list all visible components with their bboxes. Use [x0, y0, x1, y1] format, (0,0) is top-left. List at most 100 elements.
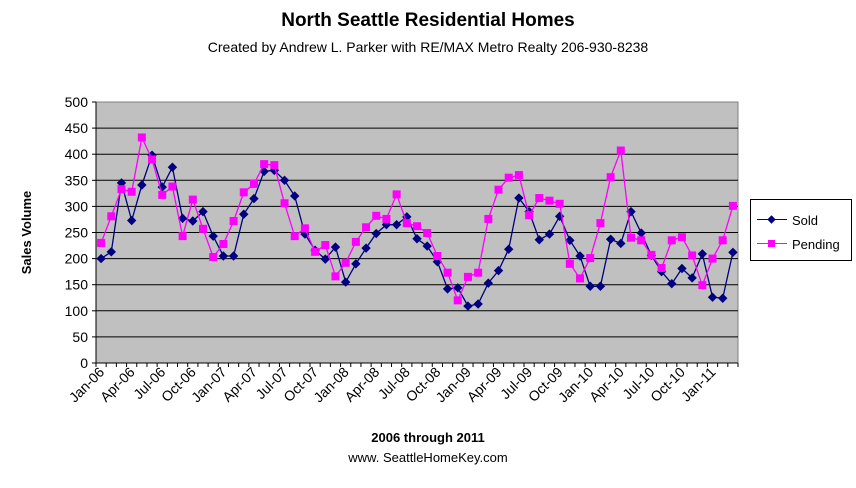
- data-point-sold: [412, 234, 422, 244]
- data-point-pending: [545, 196, 554, 205]
- data-point-sold: [483, 278, 494, 288]
- y-axis-label: Sales Volume: [19, 191, 34, 275]
- data-point-pending: [535, 194, 544, 203]
- data-point-pending: [647, 250, 656, 259]
- data-point-pending: [677, 233, 686, 242]
- data-point-sold: [493, 265, 504, 276]
- data-point-pending: [667, 236, 676, 245]
- y-tick-label: 250: [65, 225, 89, 241]
- data-point-pending: [657, 263, 666, 272]
- data-point-pending: [362, 223, 371, 232]
- data-point-pending: [698, 281, 707, 290]
- data-point-pending: [514, 171, 523, 180]
- data-point-pending: [260, 160, 269, 169]
- data-point-pending: [300, 224, 309, 233]
- chart-subtitle: Created by Andrew L. Parker with RE/MAX …: [207, 39, 649, 55]
- data-point-sold: [188, 216, 198, 226]
- data-point-pending: [525, 211, 534, 220]
- data-point-sold: [228, 251, 239, 261]
- data-point-sold: [279, 175, 290, 186]
- data-point-sold: [534, 235, 544, 245]
- y-tick-label: 200: [65, 251, 89, 267]
- data-point-pending: [178, 232, 187, 241]
- data-point-sold: [463, 301, 473, 311]
- legend-label-pending: Pending: [792, 236, 840, 252]
- data-point-sold: [616, 238, 626, 249]
- data-point-pending: [229, 217, 238, 226]
- data-point-pending: [504, 173, 513, 182]
- data-point-pending: [148, 155, 157, 164]
- data-point-pending: [596, 219, 605, 228]
- x-tick-label: Apr-10: [586, 364, 627, 405]
- data-point-sold: [687, 273, 697, 283]
- data-point-pending: [209, 253, 218, 262]
- data-point-pending: [586, 254, 595, 263]
- data-point-pending: [728, 201, 737, 210]
- data-point-pending: [565, 259, 574, 268]
- data-point-sold: [718, 293, 728, 303]
- data-point-pending: [443, 268, 452, 277]
- data-point-sold: [177, 213, 188, 224]
- data-point-sold: [707, 292, 718, 302]
- data-point-sold: [340, 277, 351, 287]
- data-point-pending: [637, 236, 646, 245]
- data-point-pending: [484, 214, 493, 223]
- y-tick-label: 100: [65, 303, 89, 319]
- x-tick-label: Jan-11: [678, 364, 719, 405]
- data-point-pending: [392, 190, 401, 199]
- x-tick-label: Apr-07: [219, 364, 260, 405]
- data-point-sold: [198, 206, 208, 217]
- data-point-pending: [718, 236, 727, 245]
- data-point-sold: [677, 263, 687, 274]
- data-point-pending: [137, 133, 146, 142]
- data-point-pending: [627, 233, 635, 242]
- data-point-sold: [575, 251, 585, 261]
- y-tick-label: 150: [65, 277, 89, 293]
- data-point-sold: [330, 242, 341, 252]
- data-point-sold: [514, 193, 524, 203]
- data-point-pending: [168, 182, 177, 191]
- data-point-sold: [290, 191, 300, 201]
- data-point-pending: [413, 222, 421, 231]
- data-point-sold: [218, 251, 229, 261]
- data-point-sold: [585, 281, 595, 291]
- data-point-pending: [311, 247, 320, 256]
- data-point-pending: [290, 232, 299, 241]
- data-point-pending: [708, 254, 717, 263]
- data-point-pending: [270, 161, 279, 170]
- data-point-sold: [249, 193, 259, 204]
- data-point-pending: [158, 190, 167, 199]
- data-point-sold: [391, 219, 402, 230]
- data-point-pending: [423, 229, 432, 238]
- legend: Sold Pending: [750, 199, 852, 261]
- data-point-sold: [126, 215, 137, 226]
- y-tick-label: 50: [72, 329, 88, 345]
- data-point-pending: [372, 211, 381, 220]
- data-point-pending: [555, 199, 564, 208]
- data-point-pending: [616, 146, 625, 155]
- data-point-pending: [219, 239, 228, 248]
- data-point-pending: [117, 185, 126, 194]
- data-point-sold: [473, 299, 483, 309]
- data-point-sold: [167, 162, 178, 172]
- data-point-sold: [96, 253, 106, 264]
- data-point-pending: [239, 188, 248, 197]
- data-point-sold: [442, 284, 453, 294]
- x-tick-label: Apr-06: [97, 364, 138, 405]
- data-point-sold: [320, 254, 330, 264]
- data-point-sold: [137, 180, 147, 190]
- data-point-sold: [544, 229, 555, 239]
- data-point-pending: [474, 268, 483, 277]
- data-point-pending: [341, 258, 350, 267]
- data-point-pending: [382, 214, 391, 223]
- data-point-pending: [321, 241, 330, 250]
- data-point-sold: [361, 243, 371, 253]
- data-point-pending: [107, 212, 116, 221]
- y-tick-label: 300: [65, 198, 89, 214]
- y-tick-label: 0: [80, 355, 88, 371]
- legend-item-sold: Sold: [757, 212, 818, 228]
- data-point-sold: [371, 228, 381, 239]
- data-point-pending: [331, 272, 340, 281]
- data-point-pending: [433, 251, 442, 260]
